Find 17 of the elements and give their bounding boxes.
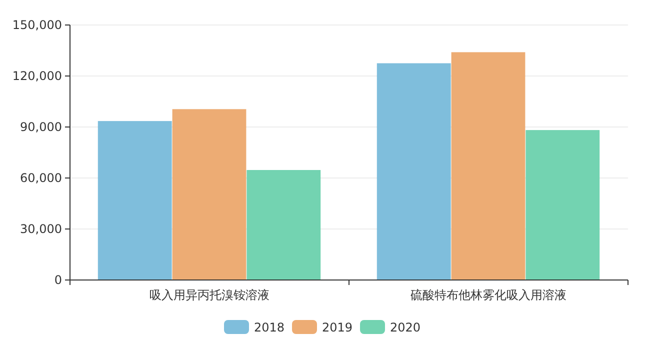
y-tick-label: 150,000 xyxy=(12,18,62,32)
bar xyxy=(451,52,526,280)
bar xyxy=(98,121,172,280)
bar xyxy=(376,63,451,280)
legend-label: 2019 xyxy=(322,320,353,334)
y-tick-label: 30,000 xyxy=(20,222,62,236)
x-tick-label: 硫酸特布他林雾化吸入用溶液 xyxy=(410,288,566,302)
bar xyxy=(246,170,321,280)
legend-label: 2020 xyxy=(390,320,421,334)
bar xyxy=(172,109,246,280)
y-tick-label: 60,000 xyxy=(20,171,62,185)
bar xyxy=(526,130,600,280)
y-tick-label: 0 xyxy=(54,273,62,287)
y-tick-label: 90,000 xyxy=(20,120,62,134)
y-tick-label: 120,000 xyxy=(12,69,62,83)
legend-label: 2018 xyxy=(254,320,285,334)
x-tick-label: 吸入用异丙托溴铵溶液 xyxy=(150,288,270,302)
